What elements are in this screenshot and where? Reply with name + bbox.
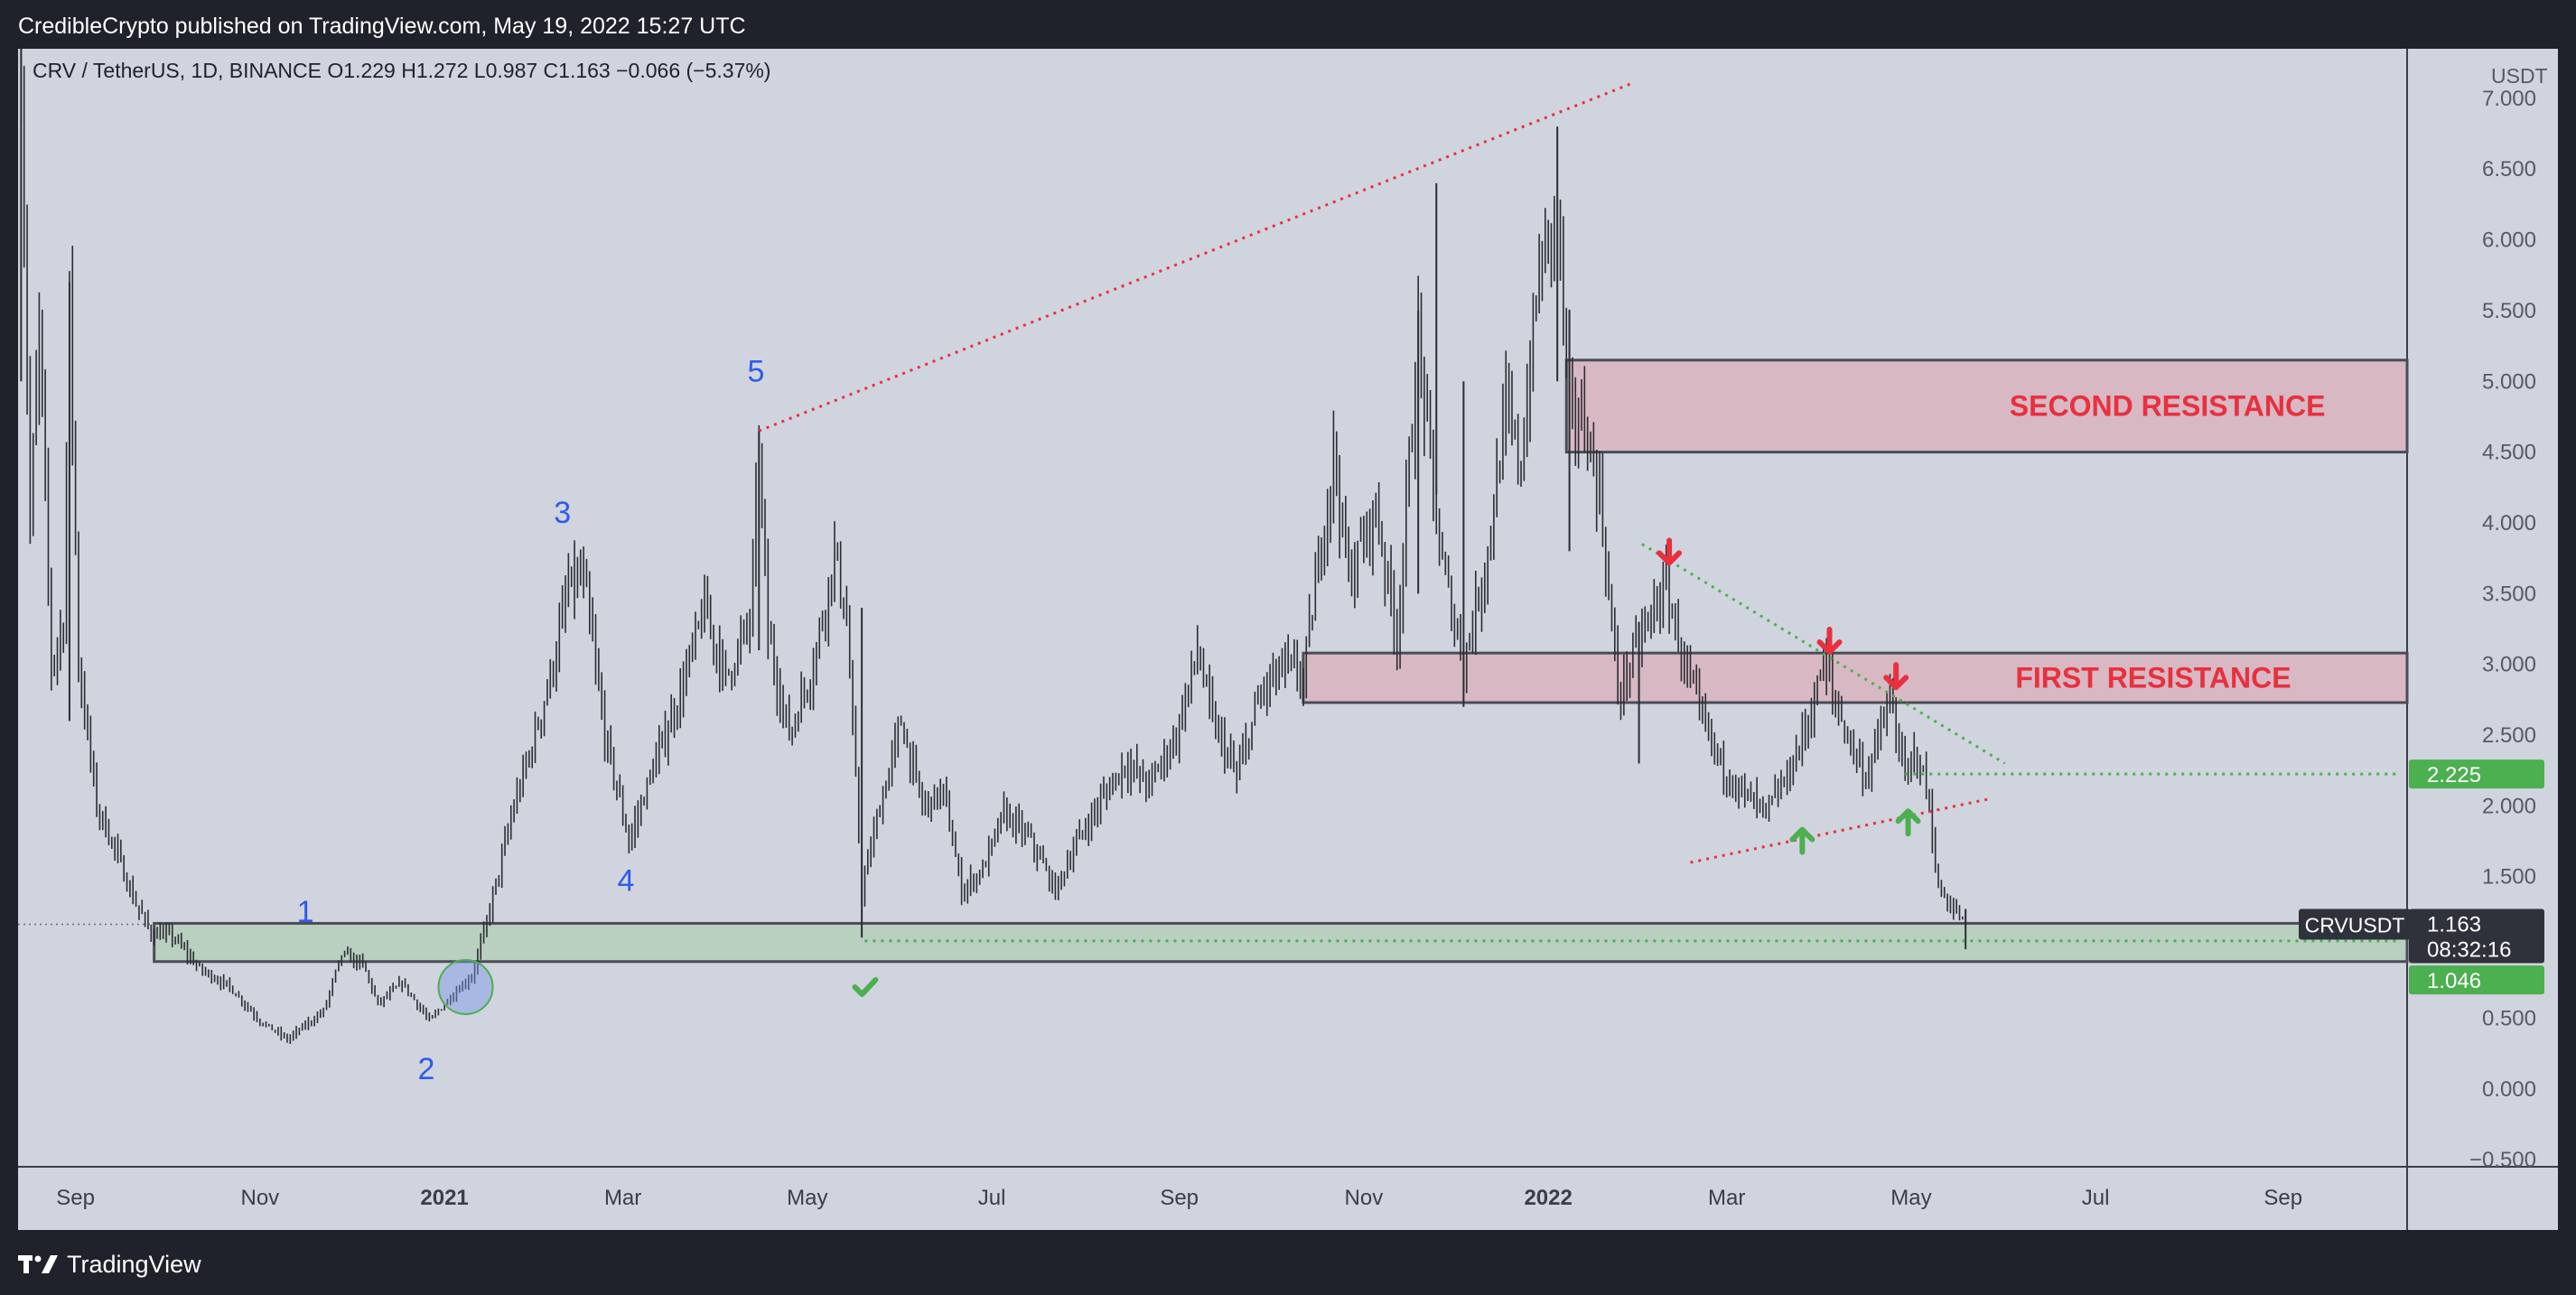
x-tick-label: Nov (1345, 1186, 1384, 1210)
publish-info: CredibleCrypto published on TradingView.… (18, 14, 746, 39)
legend-open: 1.229 (343, 59, 396, 82)
y-tick-label: 6.500 (2482, 157, 2536, 182)
wave-label: 3 (554, 496, 571, 530)
y-tick-label: 4.500 (2482, 441, 2536, 465)
last-price-value: 1.163 (2427, 913, 2481, 937)
x-tick-label: 2021 (420, 1186, 468, 1210)
price-tag (2409, 965, 2544, 995)
price-tag-label: 2.225 (2427, 763, 2481, 787)
zone-box (1564, 359, 2409, 454)
annotations: 1 2 3 4 5 (297, 354, 1921, 1086)
last-price-tag (2409, 908, 2544, 964)
x-tick-label: Sep (1160, 1186, 1199, 1210)
x-tick-label: Sep (2263, 1186, 2302, 1210)
y-tick-label: 2.000 (2482, 794, 2536, 818)
time-axis: Sep Nov 2021 Mar May Jul Sep Nov 2022 Mar May Jul Se… (56, 1186, 2302, 1210)
x-tick-label: Jul (978, 1186, 1006, 1210)
symbol-tag (2299, 908, 2411, 940)
y-tick-label: 0.500 (2482, 1006, 2536, 1030)
x-tick-label: May (1890, 1186, 1931, 1210)
y-tick-label: 0.000 (2482, 1077, 2536, 1102)
y-tick-label: 3.500 (2482, 582, 2536, 606)
y-tick-label: 5.500 (2482, 299, 2536, 323)
price-tag (2409, 759, 2544, 789)
currency-label: USDT (2491, 64, 2548, 88)
trendlines (758, 82, 2398, 943)
zone-label: FIRST RESISTANCE (2015, 662, 2291, 694)
y-tick-label: 7.000 (2482, 87, 2536, 111)
zone-label: SECOND RESISTANCE (2010, 390, 2326, 423)
symbol-legend: CRV / TetherUS, 1D, BINANCE O1.229 H1.27… (33, 59, 770, 82)
chart-grid (18, 49, 2558, 1230)
zone-box (153, 921, 2409, 964)
x-tick-label: Mar (604, 1186, 641, 1210)
legend-change: −0.066 (−5.37%) (616, 59, 770, 82)
arrow-down-icon (1816, 627, 1843, 656)
arrow-down-icon (1657, 537, 1683, 566)
check-icon (852, 976, 879, 997)
tradingview-logo-icon (18, 1255, 58, 1273)
price-axis: 7.000 6.500 6.000 5.500 5.000 4.500 4.000 3.500… (2299, 87, 2544, 1172)
footer: TradingView (18, 1246, 201, 1282)
trendline (758, 82, 1631, 433)
y-tick-label: 5.000 (2482, 369, 2536, 394)
legend-high: 1.272 (416, 59, 469, 82)
x-tick-label: 2022 (1524, 1186, 1572, 1210)
x-tick-label: May (787, 1186, 827, 1210)
candles (20, 49, 1967, 1044)
y-tick-label: 4.000 (2482, 511, 2536, 536)
x-tick-label: Nov (241, 1186, 280, 1210)
x-tick-label: Sep (56, 1186, 95, 1210)
trendline (1641, 543, 2006, 765)
y-tick-label: −0.500 (2469, 1148, 2536, 1172)
circle-marker (437, 958, 494, 1015)
y-tick-label: 2.500 (2482, 723, 2536, 748)
arrow-up-icon (1895, 808, 1921, 837)
wave-label: 4 (618, 863, 635, 898)
arrow-up-icon (1789, 826, 1815, 855)
wave-label: 1 (297, 895, 314, 929)
legend-symbol: CRV / TetherUS, 1D, BINANCE (33, 59, 322, 82)
y-tick-label: 1.500 (2482, 865, 2536, 890)
zones: SECOND RESISTANCE FIRST RESISTANCE (153, 359, 2409, 964)
legend-low: 0.987 (486, 59, 538, 82)
trendline (1690, 797, 1991, 864)
price-tag-label: 1.046 (2427, 969, 2481, 993)
y-tick-label: 6.000 (2482, 228, 2536, 253)
arrow-down-icon (1883, 662, 1909, 691)
x-tick-label: Jul (2082, 1186, 2110, 1210)
symbol-tag-label: CRVUSDT (2305, 914, 2405, 937)
brand-name: TradingView (67, 1250, 201, 1278)
wave-label: 2 (418, 1052, 435, 1086)
x-tick-label: Mar (1708, 1186, 1745, 1210)
y-tick-label: 3.000 (2482, 653, 2536, 677)
legend-close: 1.163 (558, 59, 611, 82)
wave-label: 5 (747, 354, 764, 388)
bar-countdown: 08:32:16 (2427, 938, 2511, 963)
